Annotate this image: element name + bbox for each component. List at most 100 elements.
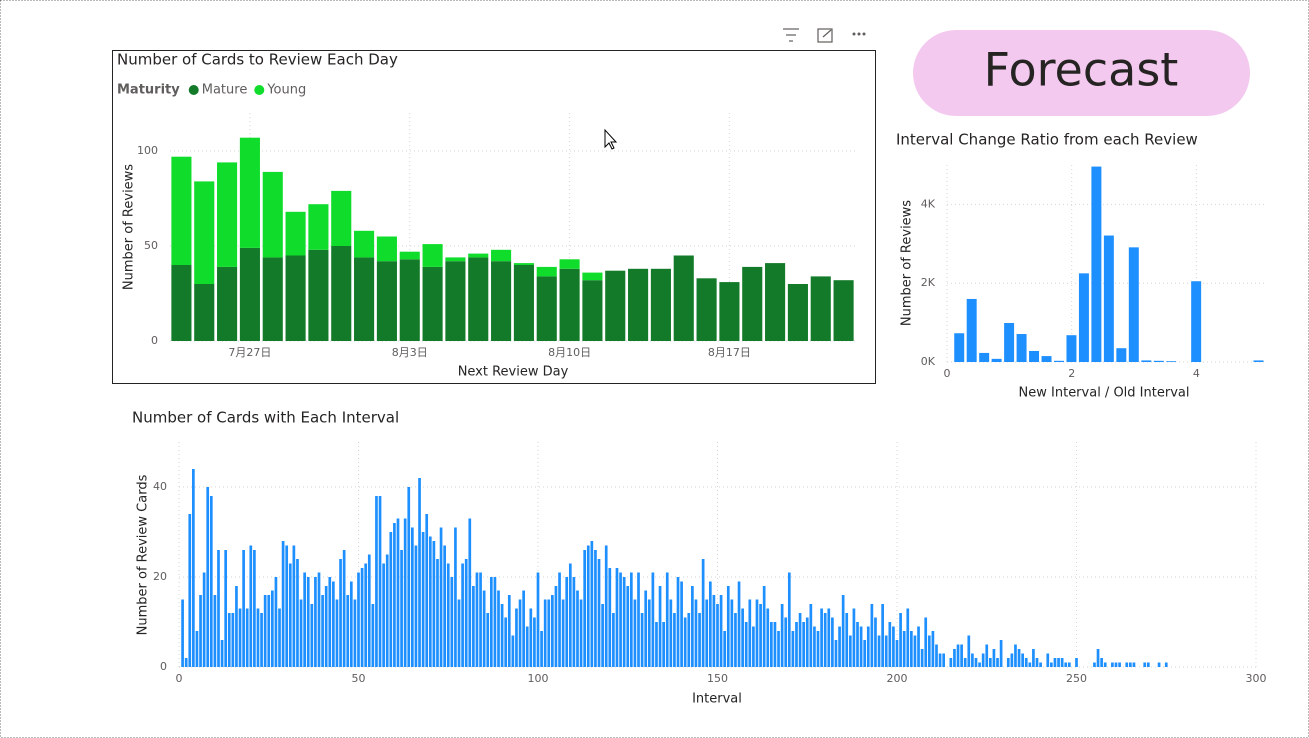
bar-segment xyxy=(354,230,375,258)
bar-segment xyxy=(399,251,420,260)
bar xyxy=(554,586,558,667)
x-tick-label: 2 xyxy=(1068,367,1075,380)
bar xyxy=(213,595,217,667)
histogram-bar xyxy=(979,352,990,362)
forecast-button[interactable]: Forecast xyxy=(913,30,1250,116)
bar xyxy=(249,545,253,667)
histogram-bar xyxy=(1054,360,1064,362)
bar xyxy=(608,568,612,667)
bar xyxy=(1100,658,1103,667)
bar xyxy=(515,608,518,667)
bar-segment xyxy=(787,284,808,341)
bar xyxy=(827,608,831,667)
bar xyxy=(1039,662,1042,667)
bar xyxy=(701,559,705,667)
bar xyxy=(874,617,877,667)
bar xyxy=(665,572,669,667)
bar-segment xyxy=(559,259,580,269)
bar xyxy=(389,532,393,667)
bar xyxy=(518,599,522,667)
bar xyxy=(770,622,773,667)
more-options-icon[interactable] xyxy=(852,32,866,36)
bar xyxy=(547,599,551,667)
bar-segment xyxy=(308,249,329,341)
bar xyxy=(748,599,752,667)
bar-segment xyxy=(445,257,466,262)
bar xyxy=(184,658,188,667)
histogram-bar xyxy=(1166,361,1177,362)
bar xyxy=(755,599,759,667)
bar xyxy=(1060,658,1064,667)
bar xyxy=(1114,662,1118,667)
bar-segment xyxy=(376,261,397,341)
bar xyxy=(321,595,324,667)
bar xyxy=(813,626,816,667)
bar xyxy=(468,518,472,667)
bar xyxy=(698,613,701,667)
bar xyxy=(734,613,737,667)
bar xyxy=(741,608,744,667)
bar xyxy=(1032,649,1035,667)
bar xyxy=(752,626,755,667)
visual-toolbar xyxy=(783,28,866,43)
bar xyxy=(296,559,299,667)
filter-icon[interactable] xyxy=(783,28,799,42)
bar xyxy=(360,568,364,667)
button-label[interactable]: Forecast xyxy=(984,43,1179,97)
bar xyxy=(1014,644,1017,667)
bar xyxy=(597,559,601,667)
x-axis-label: Next Review Day xyxy=(458,365,569,380)
x-tick-label: 8月17日 xyxy=(708,346,751,359)
bar xyxy=(723,631,727,667)
x-tick-label: 150 xyxy=(707,672,728,685)
bar xyxy=(353,599,357,667)
bar-segment xyxy=(171,265,192,341)
bar xyxy=(263,595,267,667)
bar xyxy=(367,554,371,667)
bar xyxy=(694,599,698,667)
bar xyxy=(956,644,960,667)
bar xyxy=(999,640,1003,667)
bar xyxy=(335,599,339,667)
button-background[interactable] xyxy=(913,30,1250,116)
bar xyxy=(655,622,658,667)
bar xyxy=(780,604,784,667)
histogram-bar xyxy=(1253,360,1264,362)
bar xyxy=(253,550,256,667)
bar-segment xyxy=(513,263,534,265)
histogram-bar xyxy=(1128,247,1139,362)
bar xyxy=(859,626,863,667)
bar xyxy=(511,635,515,667)
bar xyxy=(482,590,486,667)
bar xyxy=(396,518,400,667)
histogram-bar xyxy=(1066,335,1077,362)
bar xyxy=(992,649,996,667)
bar xyxy=(238,608,242,667)
bar xyxy=(188,514,192,667)
bar-segment xyxy=(422,266,443,341)
bar xyxy=(676,577,680,667)
bar-segment xyxy=(171,156,192,265)
y-axis-label: Number of Review Cards xyxy=(136,474,151,635)
bar-segment xyxy=(376,236,397,262)
bar xyxy=(651,572,655,667)
bar xyxy=(206,487,210,667)
focus-mode-icon[interactable] xyxy=(817,28,833,43)
bar xyxy=(612,613,615,667)
bar xyxy=(942,653,946,667)
x-tick-label: 7月27日 xyxy=(228,346,271,359)
y-tick-label: 20 xyxy=(153,570,167,583)
bar xyxy=(1021,653,1024,667)
bar xyxy=(375,496,378,667)
bar-segment xyxy=(582,280,603,341)
bar xyxy=(683,617,687,667)
bar xyxy=(708,581,712,667)
bar xyxy=(971,653,974,667)
bar xyxy=(285,545,289,667)
x-tick-label: 8月10日 xyxy=(548,346,591,359)
bar-segment xyxy=(239,137,260,248)
bar xyxy=(619,572,622,667)
bar-segment xyxy=(536,266,557,277)
bar xyxy=(493,577,497,667)
y-tick-label: 50 xyxy=(144,239,158,252)
